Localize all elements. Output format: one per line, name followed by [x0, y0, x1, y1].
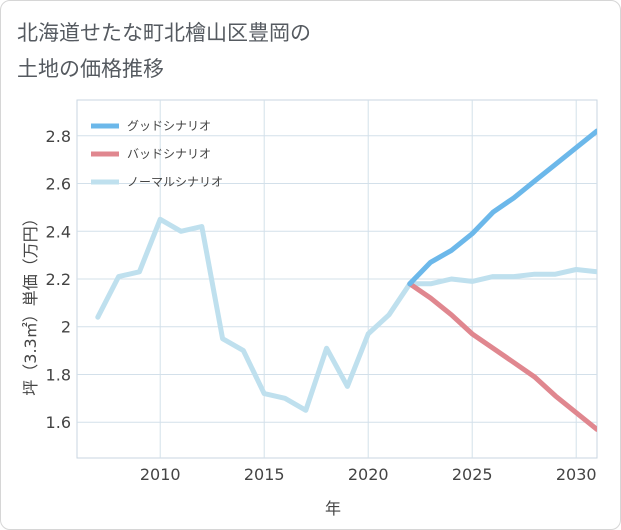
x-axis-title: 年 [325, 499, 341, 518]
series-lines [95, 128, 597, 432]
tick-labels: 2010 2015 2020 2025 2030 1.6 1.8 2 2.2 2.4 2.6 2.8 [46, 127, 597, 484]
y-tick-label: 1.8 [46, 365, 71, 384]
x-tick-label: 2010 [140, 465, 181, 484]
legend-label-1: バッドシナリオ [127, 147, 211, 161]
x-tick-label: 2025 [452, 465, 493, 484]
series-line-1 [407, 281, 597, 432]
y-tick-label: 2 [61, 318, 71, 337]
legend-label-2: ノーマルシナリオ [127, 175, 223, 189]
x-tick-label: 2020 [348, 465, 389, 484]
y-tick-label: 2.2 [46, 270, 71, 289]
y-tick-label: 2.8 [46, 127, 71, 146]
x-tick-label: 2030 [556, 465, 597, 484]
y-axis-title: 坪（3.3㎡）単価（万円） [21, 210, 40, 395]
y-tick-label: 2.4 [46, 222, 71, 241]
chart-title: 北海道せたな町北檜山区豊岡の 土地の価格推移 [17, 21, 311, 81]
series-line-2 [95, 216, 597, 413]
grid-lines [76, 99, 598, 459]
legend-label-0: グッドシナリオ [127, 119, 211, 133]
y-tick-label: 1.6 [46, 413, 71, 432]
y-tick-label: 2.6 [46, 175, 71, 194]
series-line-0 [407, 128, 597, 287]
x-tick-label: 2015 [244, 465, 285, 484]
